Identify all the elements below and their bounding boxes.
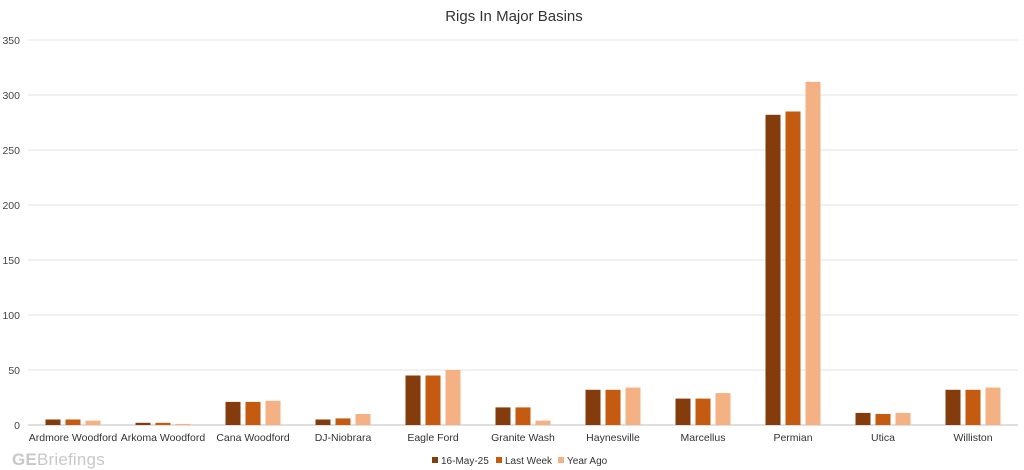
bar <box>625 387 641 425</box>
bars <box>45 81 1001 426</box>
legend: 16-May-25 Last Week Year Ago <box>432 456 608 467</box>
x-tick-label: Granite Wash <box>491 432 555 444</box>
bar <box>425 375 441 425</box>
y-tick-label: 250 <box>2 145 20 157</box>
x-tick-label: Marcellus <box>681 432 726 444</box>
x-axis: Ardmore Woodford Arkoma Woodford Cana Wood… <box>29 432 993 444</box>
bar <box>515 407 531 425</box>
x-tick-label: Eagle Ford <box>407 432 459 444</box>
chart-title: Rigs In Major Basins <box>445 8 583 25</box>
bar <box>985 387 1001 425</box>
bar <box>875 414 891 425</box>
bar <box>355 414 371 425</box>
bar <box>535 420 551 425</box>
legend-label: Year Ago <box>567 456 608 467</box>
legend-swatch <box>558 457 564 463</box>
watermark-prefix: GE <box>12 450 37 469</box>
watermark-logo: GEBriefings <box>12 450 105 470</box>
bar <box>945 389 961 425</box>
bar <box>785 111 801 425</box>
bar <box>445 370 461 425</box>
legend-label: Last Week <box>505 456 553 467</box>
bar <box>135 422 151 425</box>
bar <box>805 81 821 426</box>
legend-swatch <box>432 457 438 463</box>
legend-swatch <box>496 457 502 463</box>
bar <box>225 401 241 425</box>
bar <box>855 412 871 425</box>
bar <box>765 114 781 426</box>
bar <box>895 412 911 425</box>
y-tick-label: 150 <box>2 255 20 267</box>
x-tick-label: Williston <box>953 432 992 444</box>
bar <box>965 389 981 425</box>
bar <box>85 420 101 425</box>
bar <box>175 423 191 425</box>
bar <box>715 393 731 425</box>
y-tick-label: 350 <box>2 35 20 47</box>
bar <box>315 419 331 425</box>
y-axis: 0 50 100 150 200 250 300 350 <box>2 35 20 432</box>
y-tick-label: 50 <box>8 365 20 377</box>
y-tick-label: 200 <box>2 200 20 212</box>
bar <box>335 418 351 425</box>
bar <box>495 407 511 425</box>
bar <box>245 401 261 425</box>
x-tick-label: DJ-Niobrara <box>315 432 372 444</box>
x-tick-label: Haynesville <box>586 432 640 444</box>
bar <box>585 389 601 425</box>
bar <box>65 419 81 425</box>
x-tick-label: Ardmore Woodford <box>29 432 118 444</box>
y-tick-label: 100 <box>2 310 20 322</box>
bar <box>45 419 61 425</box>
bar <box>155 422 171 425</box>
y-tick-label: 0 <box>14 420 20 432</box>
bar <box>675 398 691 425</box>
y-tick-label: 300 <box>2 90 20 102</box>
x-tick-label: Utica <box>871 432 895 444</box>
x-tick-label: Permian <box>773 432 812 444</box>
legend-label: 16-May-25 <box>441 456 489 467</box>
x-tick-label: Cana Woodford <box>216 432 290 444</box>
bar <box>405 375 421 425</box>
x-tick-label: Arkoma Woodford <box>121 432 206 444</box>
gridlines <box>28 39 1018 426</box>
watermark-suffix: Briefings <box>36 450 105 469</box>
bar <box>695 398 711 425</box>
bar <box>605 389 621 425</box>
bar <box>265 400 281 425</box>
